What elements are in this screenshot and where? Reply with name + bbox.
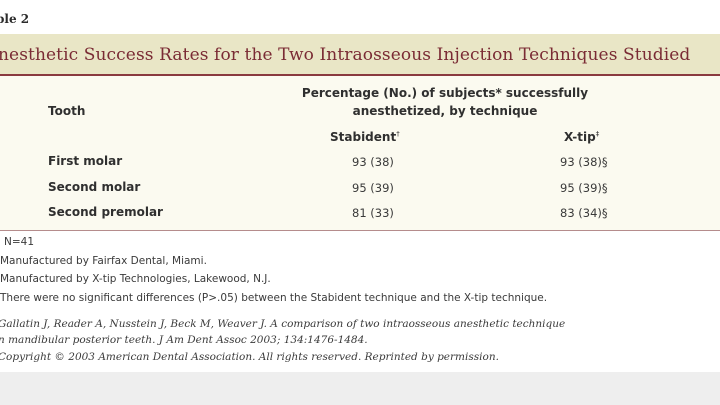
footnote: N=41 <box>4 236 35 248</box>
header-tooth: Tooth <box>48 104 86 118</box>
footnote: Manufactured by Fairfax Dental, Miami. <box>0 255 207 267</box>
header-percentage-line1: Percentage (No.) of subjects* successful… <box>301 86 589 100</box>
cell-stabident: 93 (38) <box>352 155 394 169</box>
header-percentage-line2: anesthetized, by technique <box>352 104 538 118</box>
header-xtip: X-tip‡ <box>564 130 599 144</box>
header-xtip-label: X-tip <box>564 130 596 144</box>
header-xtip-mark: ‡ <box>595 130 600 138</box>
cell-xtip: 83 (34)§ <box>560 206 608 220</box>
row-label: Second molar <box>48 180 141 194</box>
title-band <box>0 34 720 74</box>
footnote: Manufactured by X-tip Technologies, Lake… <box>0 273 271 285</box>
header-stabident-mark: † <box>396 130 400 138</box>
footnote: There were no significant differences (P… <box>0 292 548 304</box>
row-label: Second premolar <box>48 205 163 219</box>
citation-line: Gallatin J, Reader A, Nusstein J, Beck M… <box>0 318 566 330</box>
row-label: First molar <box>48 154 123 168</box>
copyright-line: Copyright © 2003 American Dental Associa… <box>0 351 499 363</box>
table-label: ble 2 <box>0 12 30 26</box>
citation-line: n mandibular posterior teeth. J Am Dent … <box>0 334 368 346</box>
header-stabident: Stabident† <box>330 130 400 144</box>
cell-stabident: 95 (39) <box>352 181 394 195</box>
title-rule <box>0 74 720 76</box>
table-body-band <box>0 76 720 230</box>
table-title: nesthetic Success Rates for the Two Intr… <box>0 45 691 65</box>
header-percentage: Percentage (No.) of subjects* successful… <box>270 84 620 120</box>
cell-stabident: 81 (33) <box>352 206 394 220</box>
header-stabident-label: Stabident <box>330 130 397 144</box>
bottom-band <box>0 372 720 405</box>
footnote-rule <box>0 230 720 231</box>
cell-xtip: 93 (38)§ <box>560 155 608 169</box>
cell-xtip: 95 (39)§ <box>560 181 608 195</box>
